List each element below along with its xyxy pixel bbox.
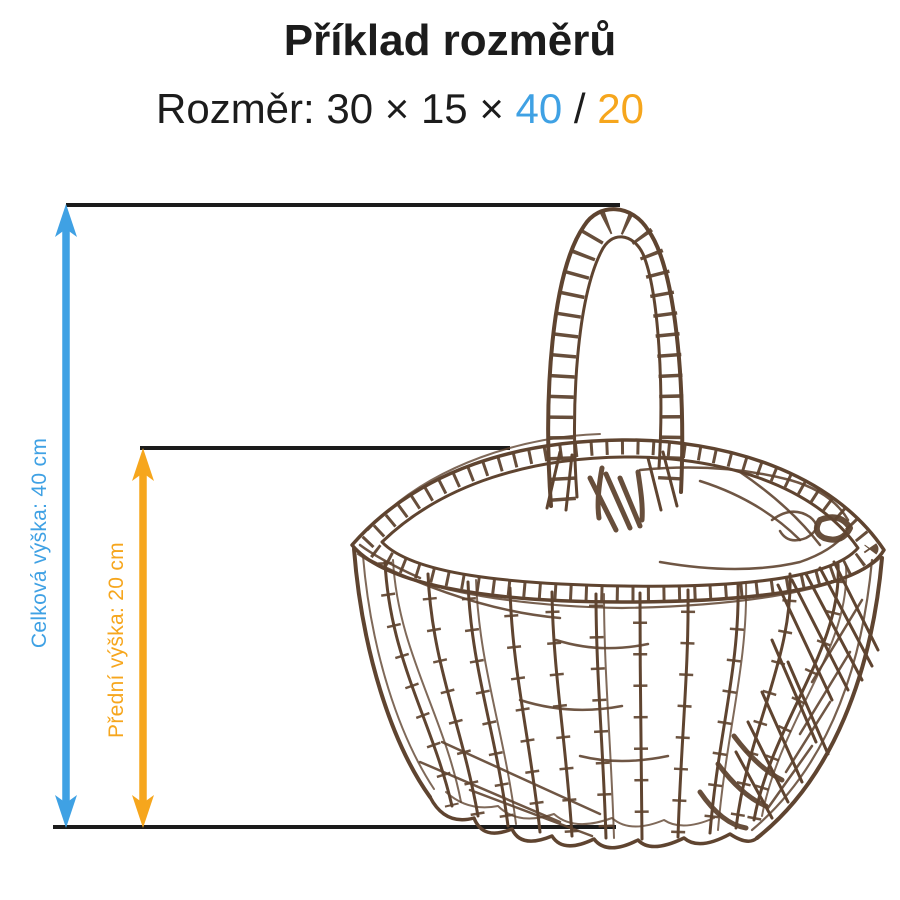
total-height-number: 40 bbox=[515, 85, 563, 132]
basket-weave-diagonals-left bbox=[418, 740, 602, 838]
basket-body-left-edge bbox=[352, 547, 432, 799]
basket-body-right-edge bbox=[755, 556, 884, 840]
basket-rib-3 bbox=[466, 580, 510, 828]
basket-under-rim-strokes bbox=[358, 543, 562, 620]
front-height-label: Přední výška: 20 cm bbox=[105, 542, 129, 738]
basket-base-scallops-double bbox=[445, 791, 715, 828]
basket-interior-scribble-3 bbox=[698, 470, 822, 547]
basket-hatch-right-1 bbox=[776, 560, 880, 702]
basket-handle-inner bbox=[573, 235, 663, 499]
basket-handle-joint-shading bbox=[587, 465, 645, 533]
basket-handle-base-strokes bbox=[545, 450, 679, 512]
basket-rib-9 bbox=[708, 582, 740, 835]
basket-hatch-right-cross bbox=[766, 598, 864, 810]
front-height-number: 20 bbox=[597, 85, 644, 132]
basket-body-left-edge-double bbox=[362, 555, 435, 790]
basket-base-scallops bbox=[428, 795, 759, 850]
total-height-arrow-head-bottom bbox=[55, 795, 77, 828]
basket-base-shade-right bbox=[697, 733, 785, 831]
total-height-arrow-head-top bbox=[55, 204, 77, 237]
basket-weave-arcs-center bbox=[518, 638, 670, 763]
page-title: Příklad rozměrů bbox=[283, 16, 617, 65]
basket-sketch-icon bbox=[350, 207, 886, 850]
basket-interior-scribble-2 bbox=[658, 531, 848, 571]
basket-hatch-right-2 bbox=[734, 638, 830, 820]
basket-rib-4 bbox=[508, 586, 542, 834]
basket-rib-3-double bbox=[475, 579, 517, 825]
basket-rim-braid-ticks bbox=[359, 439, 879, 602]
basket-interior-blob bbox=[813, 514, 853, 543]
front-height-arrow bbox=[132, 448, 154, 828]
dimension-text: Rozměr: 30 × 15 × 40 / 20 bbox=[0, 85, 800, 132]
dimension-text-slash: / bbox=[562, 85, 598, 132]
basket-rim-outer bbox=[350, 438, 886, 604]
front-height-arrow-head-top bbox=[132, 448, 154, 481]
total-height-label: Celková výška: 40 cm bbox=[28, 437, 51, 649]
basket-body-right-edge-double bbox=[750, 558, 874, 832]
basket-rib-6-double bbox=[603, 593, 615, 839]
basket-interior-scribble-1 bbox=[638, 466, 850, 522]
total-height-arrow bbox=[55, 204, 77, 828]
basket-handle-outer bbox=[546, 207, 685, 508]
front-height-arrow-head-bottom bbox=[132, 795, 154, 828]
extent-lines bbox=[53, 203, 620, 829]
basket-rib-1-double bbox=[392, 559, 462, 803]
basket-rib-11-double bbox=[761, 565, 848, 817]
basket-rib-9-double bbox=[717, 581, 748, 831]
dimension-text-prefix: Rozměr: 30 × 15 × bbox=[156, 85, 516, 132]
basket-rim-inner bbox=[380, 455, 860, 588]
basket-rib-7-ticks bbox=[633, 592, 649, 840]
basket-rib-8-ticks bbox=[671, 589, 696, 838]
basket-rib-1-ticks bbox=[378, 561, 459, 808]
